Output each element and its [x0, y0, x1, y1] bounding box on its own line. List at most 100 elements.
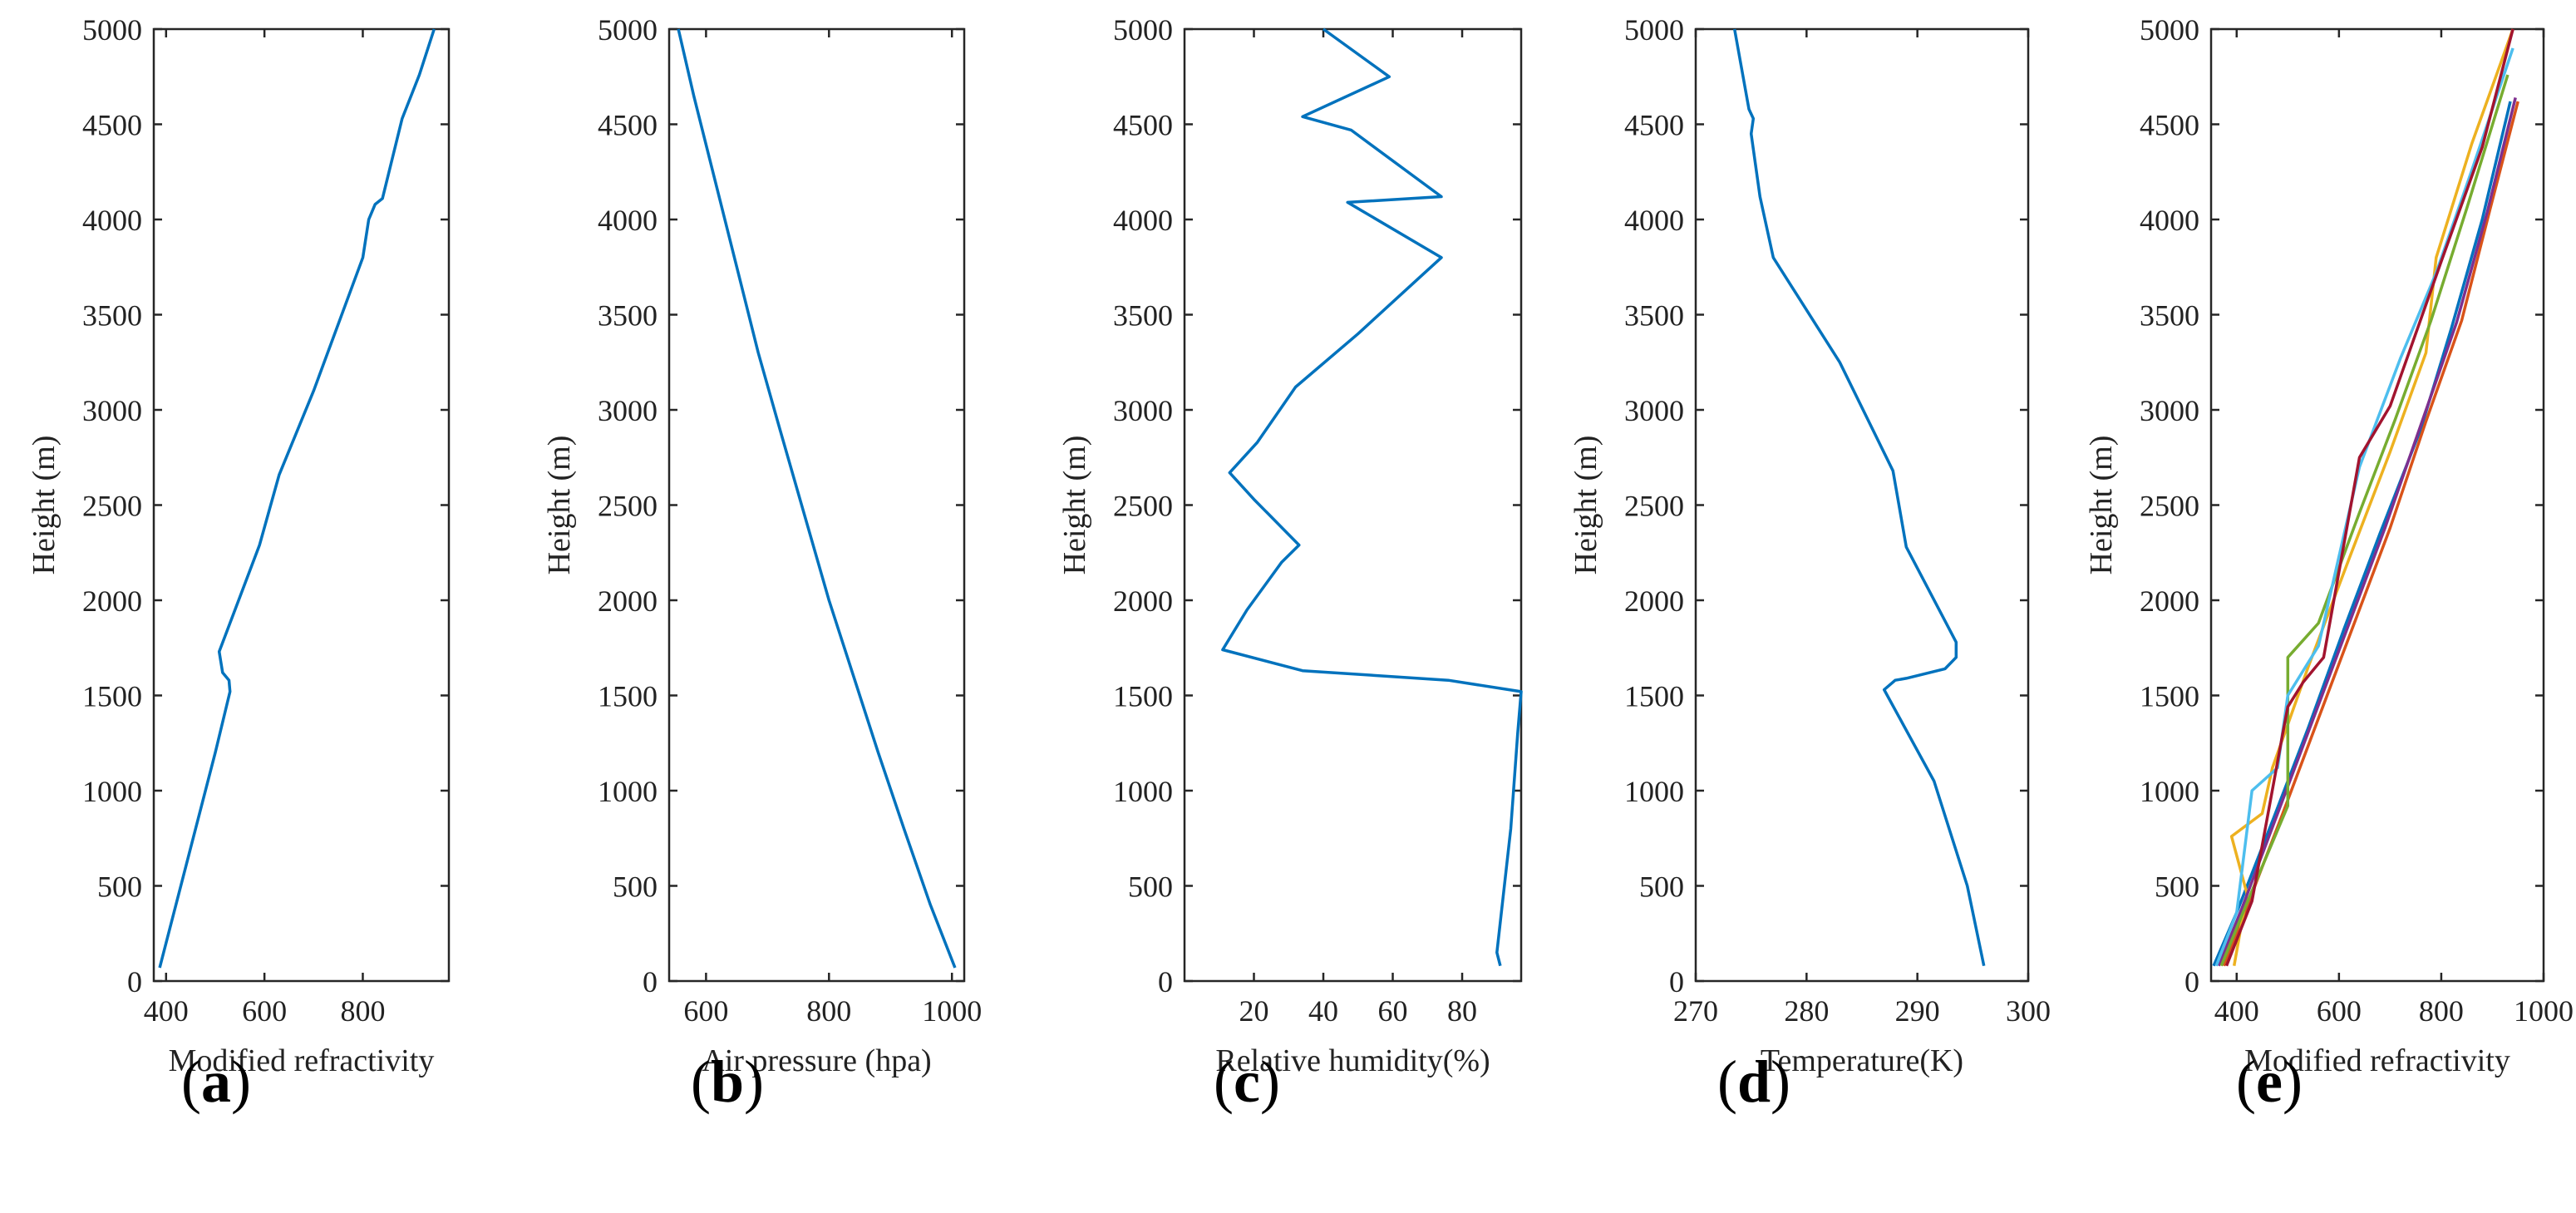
- series-line-profile: [158, 28, 436, 969]
- x-tick-label: 400: [2214, 994, 2259, 1028]
- panel-label-d: (d): [1717, 1048, 1790, 1115]
- y-tick-label: 4500: [1624, 109, 1684, 142]
- panel-label-b: (b): [690, 1048, 764, 1115]
- y-tick-label: 3500: [2140, 299, 2199, 333]
- x-axis-label: Modified refractivity: [2244, 1043, 2510, 1078]
- panel-label-a: (a): [181, 1048, 251, 1115]
- panel-a: 0 500 1000 1500 2000 2500 3000 3500 4000 4500 5000…: [27, 13, 451, 1078]
- x-tick-label: 270: [1673, 994, 1718, 1028]
- x-axis-label: Modified refractivity: [169, 1043, 435, 1078]
- y-tick-label: 4500: [2140, 109, 2199, 142]
- y-tick-label: 2000: [598, 584, 658, 618]
- panel-label-letter-c: c: [1234, 1048, 1260, 1115]
- panel-label-letter-e: e: [2256, 1048, 2283, 1115]
- x-tick-label: 800: [806, 994, 851, 1028]
- y-tick-label: 1000: [2140, 775, 2199, 808]
- x-axis-label: Air pressure (hpa): [702, 1043, 931, 1078]
- y-axis-label: Height (m): [27, 436, 62, 575]
- y-tick-label: 1500: [2140, 680, 2199, 713]
- y-tick-label: 1500: [1624, 680, 1684, 713]
- y-tick-label: 3500: [1113, 299, 1173, 333]
- y-tick-label: 3000: [1624, 394, 1684, 427]
- panel-label-letter-d: d: [1736, 1048, 1771, 1115]
- y-tick-label: 5000: [1624, 13, 1684, 47]
- y-tick-label: 1000: [82, 775, 142, 808]
- series-line-s1: [2212, 101, 2512, 967]
- x-tick-label: 80: [1447, 994, 1477, 1028]
- y-tick-label: 1000: [1113, 775, 1173, 808]
- y-tick-label: 5000: [598, 13, 658, 47]
- y-tick-label: 2500: [82, 490, 142, 523]
- y-tick-label: 3000: [1113, 394, 1173, 427]
- series-line-s3: [2229, 28, 2514, 967]
- y-tick-label: 3500: [1624, 299, 1684, 333]
- y-tick-label: 1000: [1624, 775, 1684, 808]
- y-tick-label: 3500: [82, 299, 142, 333]
- panel-label-e: (e): [2236, 1048, 2303, 1115]
- y-tick-label: 3000: [2140, 394, 2199, 427]
- y-tick-label: 5000: [2140, 13, 2199, 47]
- y-tick-label: 2000: [1624, 584, 1684, 618]
- y-tick-label: 2500: [1624, 490, 1684, 523]
- x-tick-label: 1000: [922, 994, 982, 1028]
- series-line-profile: [1732, 28, 1986, 967]
- x-tick-label: 280: [1784, 994, 1829, 1028]
- y-tick-label: 3000: [598, 394, 658, 427]
- y-tick-label: 4000: [598, 204, 658, 237]
- y-tick-label: 500: [1639, 870, 1684, 904]
- x-tick-label: 800: [340, 994, 385, 1028]
- x-tick-label: 600: [683, 994, 728, 1028]
- plot-area-c: [1183, 27, 1523, 983]
- y-tick-label: 4500: [598, 109, 658, 142]
- x-tick-label: 20: [1239, 994, 1269, 1028]
- panel-e: 0 500 1000 1500 2000 2500 3000 3500 4000 4500 5000…: [2084, 13, 2574, 1078]
- y-tick-label: 5000: [82, 13, 142, 47]
- y-tick-label: 0: [643, 965, 658, 999]
- y-tick-label: 4500: [82, 109, 142, 142]
- panel-label-letter-a: a: [201, 1048, 231, 1115]
- y-tick-label: 2500: [598, 490, 658, 523]
- y-tick-label: 0: [1158, 965, 1173, 999]
- x-tick-label: 800: [2419, 994, 2464, 1028]
- x-tick-label: 600: [2317, 994, 2362, 1028]
- y-tick-label: 500: [613, 870, 658, 904]
- y-tick-label: 1500: [1113, 680, 1173, 713]
- y-tick-label: 500: [1128, 870, 1173, 904]
- series-line-s7: [2224, 28, 2514, 967]
- y-tick-label: 2500: [1113, 490, 1173, 523]
- y-tick-label: 3500: [598, 299, 658, 333]
- y-tick-label: 3000: [82, 394, 142, 427]
- y-tick-label: 0: [1669, 965, 1684, 999]
- x-tick-label: 60: [1378, 994, 1408, 1028]
- x-axis-label: Relative humidity(%): [1215, 1043, 1490, 1078]
- plot-area-d: [1694, 27, 2030, 983]
- x-axis-label: Temperature(K): [1761, 1043, 1963, 1078]
- y-tick-label: 1500: [598, 680, 658, 713]
- y-tick-label: 2000: [1113, 584, 1173, 618]
- panel-label-c: (c): [1214, 1048, 1280, 1115]
- y-axis-label: Height (m): [2084, 436, 2119, 575]
- y-tick-label: 0: [127, 965, 142, 999]
- panel-label-letter-b: b: [710, 1048, 745, 1115]
- y-tick-label: 4500: [1113, 109, 1173, 142]
- panel-b: 0 500 1000 1500 2000 2500 3000 3500 4000 4500 5000…: [542, 13, 982, 1078]
- x-tick-label: 300: [2006, 994, 2051, 1028]
- x-tick-label: 290: [1895, 994, 1940, 1028]
- y-tick-label: 4000: [82, 204, 142, 237]
- y-tick-label: 2000: [2140, 584, 2199, 618]
- series-line-profile: [1221, 27, 1523, 967]
- y-axis-label: Height (m): [1057, 436, 1092, 575]
- y-tick-label: 4000: [1113, 204, 1173, 237]
- panel-d: 0 500 1000 1500 2000 2500 3000 3500 4000 4500 5000…: [1569, 13, 2051, 1078]
- y-tick-label: 5000: [1113, 13, 1173, 47]
- x-tick-label: 40: [1308, 994, 1338, 1028]
- y-axis-label: Height (m): [1569, 436, 1603, 575]
- y-tick-label: 1500: [82, 680, 142, 713]
- y-tick-label: 500: [2155, 870, 2199, 904]
- series-line-profile: [677, 28, 957, 969]
- x-tick-label: 600: [242, 994, 287, 1028]
- y-tick-label: 2000: [82, 584, 142, 618]
- x-tick-label: 400: [144, 994, 189, 1028]
- y-axis-label: Height (m): [542, 436, 577, 575]
